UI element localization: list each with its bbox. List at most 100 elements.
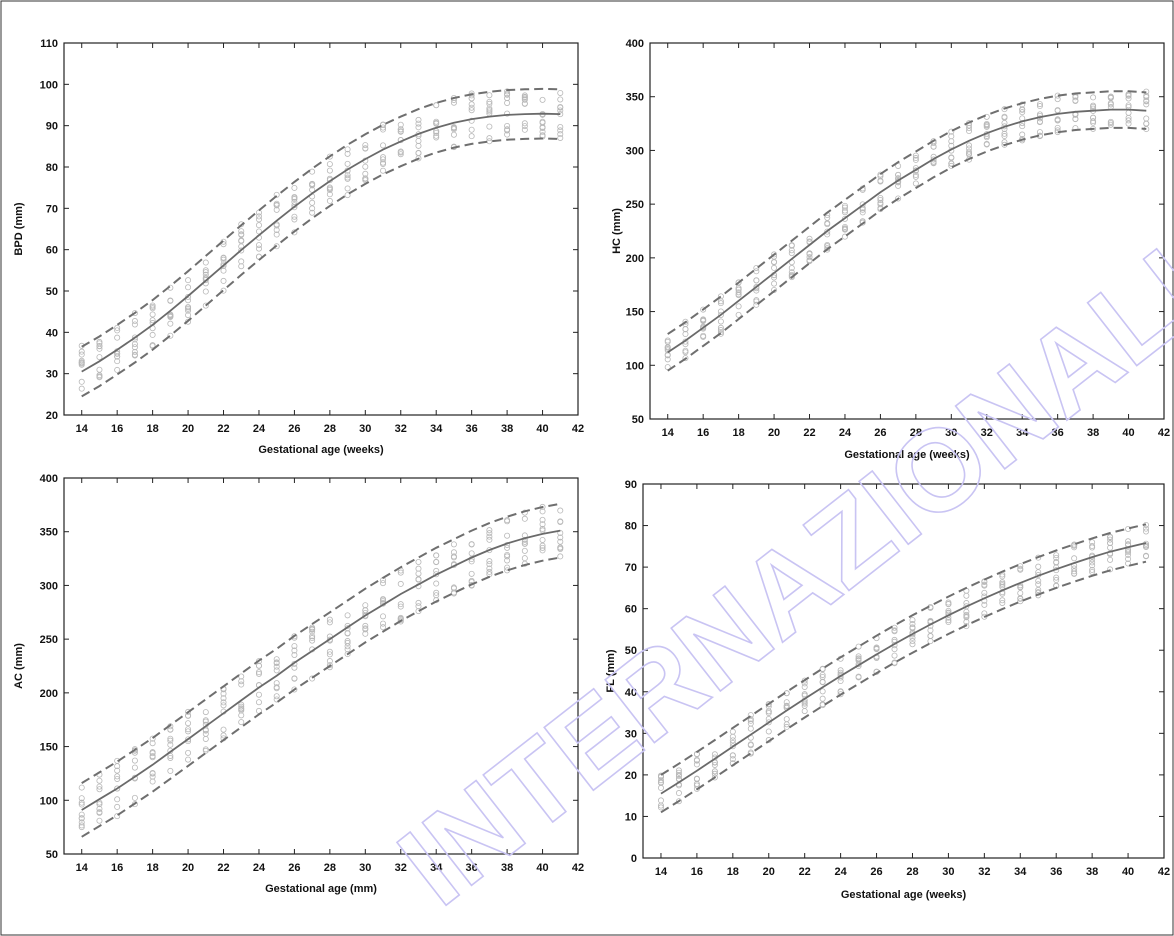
observation-point bbox=[664, 356, 671, 363]
upper-limit-curve bbox=[667, 90, 1147, 335]
observation-point bbox=[912, 173, 919, 180]
observation-point bbox=[945, 607, 952, 614]
observation-point bbox=[167, 735, 174, 742]
observation-point bbox=[309, 675, 316, 682]
observation-point bbox=[557, 96, 564, 103]
observation-point bbox=[504, 110, 511, 117]
observation-point bbox=[309, 637, 316, 644]
observation-point bbox=[486, 105, 493, 112]
observation-point bbox=[981, 601, 988, 608]
x-tick-label: 16 bbox=[697, 427, 709, 439]
observation-point bbox=[664, 338, 671, 345]
observation-point bbox=[700, 306, 707, 313]
observation-point bbox=[326, 658, 333, 665]
observation-points bbox=[78, 503, 564, 831]
observation-point bbox=[771, 280, 778, 287]
observation-point bbox=[711, 751, 718, 758]
observation-point bbox=[1107, 121, 1114, 128]
observation-point bbox=[486, 547, 493, 554]
observation-point bbox=[78, 824, 85, 831]
x-tick-label: 34 bbox=[430, 862, 443, 874]
observation-point bbox=[539, 516, 546, 523]
observation-point bbox=[675, 767, 682, 774]
observation-point bbox=[96, 373, 103, 380]
observation-point bbox=[747, 720, 754, 727]
y-tick-label: 150 bbox=[626, 307, 644, 319]
observation-point bbox=[468, 126, 475, 133]
observation-point bbox=[877, 194, 884, 201]
observation-point bbox=[468, 101, 475, 108]
observation-point bbox=[1054, 127, 1061, 134]
observation-point bbox=[415, 603, 422, 610]
observation-point bbox=[486, 527, 493, 534]
observation-point bbox=[682, 331, 689, 338]
observation-point bbox=[114, 785, 121, 792]
x-axis-title: Gestational age (weeks) bbox=[844, 449, 970, 461]
observation-point bbox=[185, 297, 192, 304]
observation-point bbox=[202, 730, 209, 737]
observation-point bbox=[238, 701, 245, 708]
observation-point bbox=[521, 100, 528, 107]
observation-point bbox=[1071, 568, 1078, 575]
x-tick-label: 18 bbox=[146, 862, 158, 874]
observation-point bbox=[450, 126, 457, 133]
observation-point bbox=[114, 767, 121, 774]
observation-point bbox=[255, 242, 262, 249]
observation-point bbox=[771, 286, 778, 293]
observation-point bbox=[131, 757, 138, 764]
observation-point bbox=[202, 267, 209, 274]
observation-point bbox=[78, 795, 85, 802]
observation-point bbox=[433, 589, 440, 596]
observation-point bbox=[273, 200, 280, 207]
observation-point bbox=[895, 171, 902, 178]
observation-point bbox=[220, 287, 227, 294]
y-tick-label: 50 bbox=[46, 286, 58, 298]
observation-point bbox=[539, 525, 546, 532]
x-tick-label: 30 bbox=[359, 423, 371, 435]
x-tick-label: 20 bbox=[768, 427, 780, 439]
observation-point bbox=[700, 316, 707, 323]
observation-point bbox=[765, 708, 772, 715]
observation-point bbox=[657, 777, 664, 784]
observation-point bbox=[344, 646, 351, 653]
observation-point bbox=[255, 662, 262, 669]
observation-point bbox=[78, 801, 85, 808]
observation-point bbox=[1001, 133, 1008, 140]
observation-point bbox=[539, 542, 546, 549]
observation-point bbox=[220, 267, 227, 274]
x-tick-label: 42 bbox=[572, 423, 584, 435]
observation-point bbox=[819, 679, 826, 686]
observation-point bbox=[273, 243, 280, 250]
observation-point bbox=[859, 209, 866, 216]
observation-point bbox=[78, 784, 85, 791]
observation-point bbox=[801, 677, 808, 684]
observation-point bbox=[238, 681, 245, 688]
observation-point bbox=[504, 544, 511, 551]
observation-point bbox=[1107, 536, 1114, 543]
observation-point bbox=[131, 341, 138, 348]
x-tick-label: 24 bbox=[253, 423, 266, 435]
observation-point bbox=[824, 221, 831, 228]
x-tick-label: 36 bbox=[466, 423, 478, 435]
observation-point bbox=[1017, 565, 1024, 572]
observation-point bbox=[521, 547, 528, 554]
observation-point bbox=[1054, 117, 1061, 124]
mean-curve bbox=[667, 108, 1147, 354]
observation-point bbox=[1072, 115, 1079, 122]
observation-point bbox=[131, 794, 138, 801]
observation-point bbox=[504, 564, 511, 571]
observation-point bbox=[131, 310, 138, 317]
observation-point bbox=[999, 597, 1006, 604]
observation-point bbox=[238, 263, 245, 270]
observation-point bbox=[380, 167, 387, 174]
observation-point bbox=[1125, 92, 1132, 99]
observation-point bbox=[380, 580, 387, 587]
observation-point bbox=[657, 784, 664, 791]
observation-point bbox=[539, 508, 546, 515]
observation-point bbox=[521, 515, 528, 522]
observation-point bbox=[912, 172, 919, 179]
observation-point bbox=[78, 361, 85, 368]
observation-point bbox=[788, 265, 795, 272]
observation-point bbox=[1053, 574, 1060, 581]
observation-point bbox=[1053, 559, 1060, 566]
